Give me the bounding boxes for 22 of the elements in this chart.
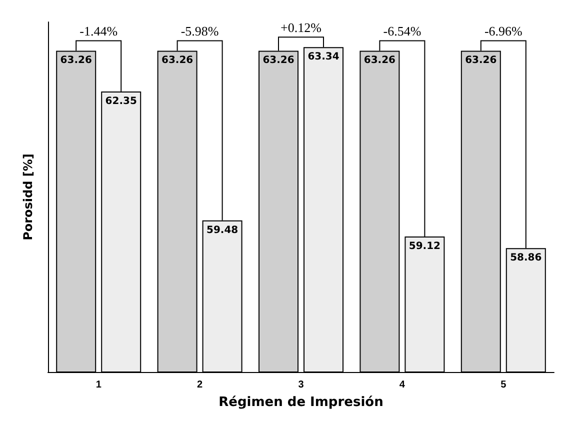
data-label: 63.26 [364,55,396,66]
data-label: 63.26 [262,55,294,66]
annotation: -6.54% [383,24,422,39]
x-tick-label: 3 [298,380,304,390]
data-label: 58.86 [510,252,542,264]
annotation: -6.96% [484,24,523,39]
x-tick-label: 4 [399,380,406,390]
data-label: 59.48 [206,224,238,236]
x-tick-label: 2 [197,380,204,390]
annotation: +0.12% [280,20,322,36]
x-axis-title: Régimen de Impresión [218,395,384,410]
annotation: -1.44% [80,24,118,39]
data-label: 62.35 [105,96,137,108]
data-label: 63.26 [60,55,92,66]
data-label: 63.26 [161,55,194,66]
data-label: 59.12 [408,240,441,252]
x-tick-label: 1 [96,380,102,390]
x-tick-label: 5 [500,380,507,390]
data-label: 63.34 [308,52,340,63]
annotation: -5.98% [180,24,219,39]
y-axis-title: Porosidd [%] [21,154,35,240]
data-label: 63.26 [465,55,497,66]
